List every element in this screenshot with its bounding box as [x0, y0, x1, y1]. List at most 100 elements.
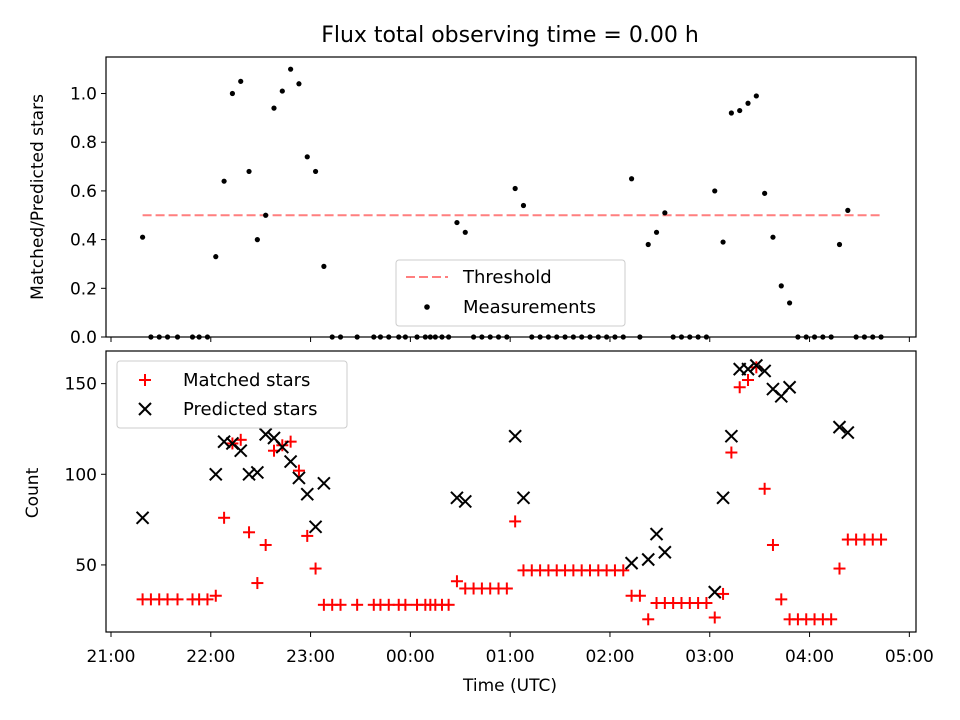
predicted-star-marker: [242, 467, 256, 481]
count-y-axis-label: Count: [23, 467, 43, 518]
measurement-point: [454, 219, 460, 226]
matched-legend-label: Matched stars: [183, 370, 310, 391]
count-y-tick-label: 50: [75, 556, 97, 576]
measurement-point: [728, 110, 734, 116]
measurement-point: [786, 300, 793, 306]
predicted-star-marker: [234, 444, 248, 458]
matched-star-marker: [301, 529, 314, 542]
threshold-legend-label: Threshold: [462, 267, 552, 288]
count-legend: Matched stars Predicted stars: [116, 360, 348, 429]
matched-star-marker: [708, 611, 721, 624]
measurement-point: [770, 234, 776, 240]
predicted-star-marker: [283, 454, 298, 469]
ratio-plot-area: 0.0 0.2 0.4 0.6 0.8 1.0: [70, 56, 917, 348]
matched-star-marker: [633, 589, 646, 602]
matched-star-marker: [334, 598, 347, 611]
x-tick-label: 22:00: [186, 647, 235, 667]
ratio-y-tick-label: 0.6: [70, 182, 97, 202]
matched-star-marker: [442, 598, 455, 611]
measurement-point: [662, 210, 668, 216]
ratio-y-tick-label: 1.0: [70, 85, 97, 105]
ratio-legend-box: [395, 259, 626, 327]
count-axes-frame: [105, 350, 917, 633]
measurement-point: [720, 239, 726, 245]
predicted-legend-marker: [138, 402, 152, 416]
predicted-star-marker: [209, 467, 223, 481]
ratio-panel: Flux total observing time = 0.00 h Match…: [28, 23, 917, 348]
predicted-star-marker: [624, 556, 639, 570]
measurement-point: [213, 254, 219, 260]
matched-star-marker: [218, 511, 231, 524]
measurements-legend-marker: [424, 304, 430, 310]
predicted-star-marker: [300, 487, 314, 501]
x-tick-label: 00:00: [386, 647, 435, 667]
predicted-star-marker: [749, 358, 764, 373]
predicted-star-marker: [250, 465, 265, 480]
measurement-point: [836, 241, 843, 248]
ratio-legend: Threshold Measurements: [395, 259, 626, 327]
matched-star-marker: [309, 562, 322, 575]
measurement-point: [221, 178, 227, 184]
matched-star-marker: [509, 515, 522, 528]
measurements-legend-label: Measurements: [463, 297, 596, 318]
x-tick-label: 01:00: [486, 647, 535, 667]
measurement-point: [520, 202, 527, 209]
measurement-point: [628, 176, 635, 182]
predicted-star-marker: [724, 429, 739, 443]
matched-star-marker: [243, 526, 256, 539]
measurement-point: [312, 168, 319, 175]
matched-star-marker: [875, 533, 888, 546]
predicted-star-marker: [317, 476, 331, 491]
x-tick-label: 05:00: [885, 647, 934, 667]
ratio-y-tick-label: 0.8: [70, 133, 97, 153]
ratio-y-tick-label: 0.0: [70, 328, 97, 348]
ratio-y-tick-label: 0.4: [70, 231, 97, 251]
matched-star-marker: [825, 613, 838, 626]
predicted-star-marker: [275, 440, 290, 454]
predicted-star-marker: [832, 420, 847, 434]
matched-star-marker: [775, 593, 788, 606]
predicted-star-marker: [135, 511, 150, 525]
matched-star-marker: [276, 439, 289, 452]
predicted-star-marker: [782, 380, 797, 394]
predicted-star-marker: [516, 491, 531, 505]
ratio-y-axis-label: Matched/Predicted stars: [28, 94, 48, 300]
predicted-star-marker: [716, 491, 730, 505]
count-y-tick-label: 150: [65, 375, 97, 395]
measurement-point: [737, 107, 743, 114]
matched-star-marker: [758, 482, 771, 495]
matched-star-marker: [742, 374, 755, 387]
ratio-axes-frame: [105, 56, 917, 338]
x-tick-label: 21:00: [86, 647, 135, 667]
measurement-point: [246, 168, 252, 175]
x-tick-label: 04:00: [785, 647, 834, 667]
matched-star-marker: [725, 446, 738, 459]
measurement-point: [263, 212, 269, 218]
x-tick-label: 23:00: [286, 647, 335, 667]
measurement-point: [304, 154, 310, 160]
measurement-point: [512, 185, 518, 192]
matched-star-marker: [209, 589, 222, 602]
predicted-star-marker: [217, 434, 231, 449]
predicted-legend-label: Predicted stars: [183, 399, 317, 420]
measurement-point: [462, 229, 468, 235]
measurement-point: [745, 100, 751, 106]
predicted-star-marker: [757, 364, 772, 378]
matched-star-marker: [733, 381, 746, 394]
ratio-y-tick-label: 0.2: [70, 279, 97, 299]
matched-star-marker: [642, 613, 655, 626]
measurement-point: [653, 229, 660, 235]
predicted-star-marker: [649, 527, 664, 541]
predicted-star-marker: [308, 520, 323, 534]
matched-star-marker: [766, 538, 779, 551]
matched-star-marker: [292, 464, 305, 477]
measurement-point: [321, 263, 327, 269]
measurement-point: [753, 93, 759, 99]
predicted-star-marker: [658, 545, 672, 559]
measurement-point: [645, 241, 651, 248]
x-tick-label: 03:00: [685, 647, 734, 667]
matched-star-marker: [700, 596, 713, 609]
measurement-point: [279, 88, 285, 94]
matched-star-marker: [617, 564, 630, 577]
